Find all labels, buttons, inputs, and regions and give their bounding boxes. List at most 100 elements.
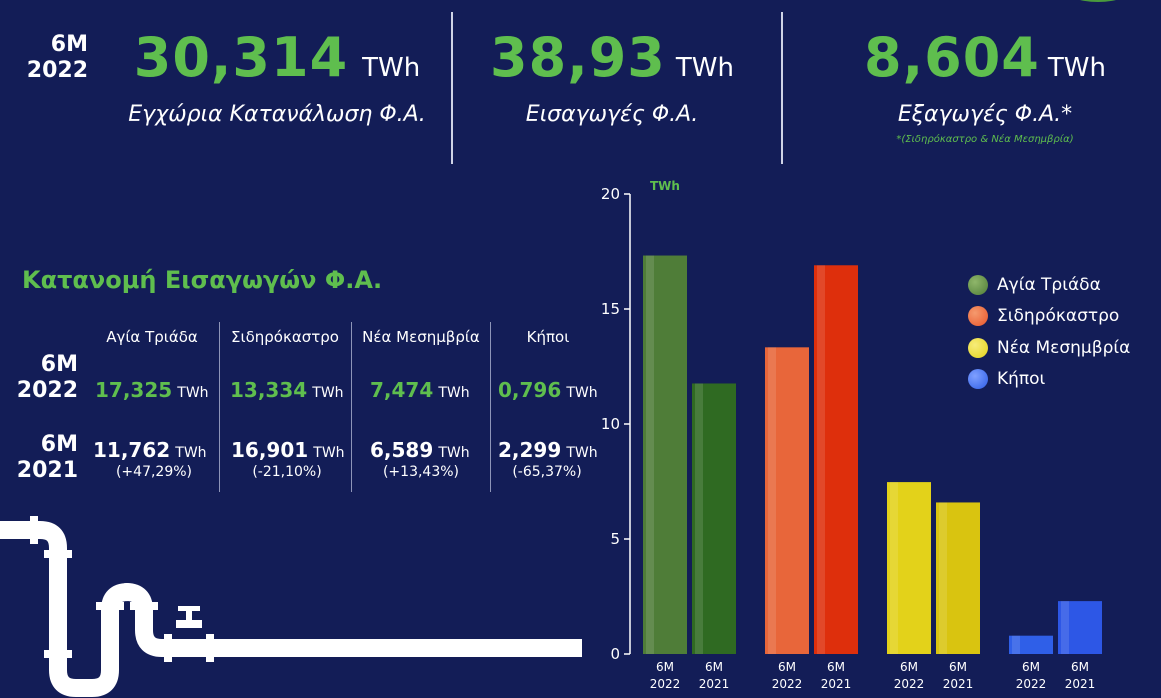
cell-value: 17,325 xyxy=(95,378,173,402)
bars xyxy=(643,255,1102,654)
kpi-exports-footnote: *(Σιδηρόκαστρο & Νέα Μεσημβρία) xyxy=(896,134,1074,145)
x-tick-label: 6M xyxy=(827,660,845,674)
bar xyxy=(1058,601,1102,654)
cell-unit: TWh xyxy=(566,385,598,401)
bar xyxy=(692,383,736,654)
x-tick-label: 2021 xyxy=(821,677,852,691)
cell-unit: TWh xyxy=(177,385,209,401)
kpi-consumption-value: 30,314 xyxy=(133,26,349,89)
row-label-2021: 6M 2021 xyxy=(14,432,78,484)
y-tick-label: 20 xyxy=(601,185,620,203)
legend-label: Σιδηρόκαστρο xyxy=(997,306,1120,326)
bar xyxy=(765,347,809,654)
kpi-imports-unit: TWh xyxy=(675,53,734,83)
kpi-divider xyxy=(451,12,453,164)
y-tick-label: 5 xyxy=(610,530,620,548)
bar-highlight xyxy=(890,482,898,654)
cell-value: 7,474 xyxy=(370,378,434,402)
cell-value: 6,589 xyxy=(370,438,434,462)
x-tick-label: 6M xyxy=(778,660,796,674)
x-tick-label: 2022 xyxy=(894,677,925,691)
cell-unit: TWh xyxy=(313,445,345,461)
x-tick-label: 6M xyxy=(900,660,918,674)
kpi-exports: 8,604 TWh Εξαγωγές Φ.Α.* *(Σιδηρόκαστρο … xyxy=(820,26,1150,146)
row-label-line1: 6M xyxy=(40,352,78,377)
x-tick-label: 2021 xyxy=(943,677,974,691)
cell-value: 13,334 xyxy=(230,378,308,402)
kpi-imports: 38,93 TWh Εισαγωγές Φ.Α. xyxy=(462,28,762,128)
kpi-consumption: 30,314 TWh Εγχώρια Κατανάλωση Φ.Α. xyxy=(112,28,442,128)
imports-bar-chart: 0 5 10 15 20 TWh 6M 2022 6M 2021 6M 2022 6M 2021 6M 2… xyxy=(601,179,1102,691)
cell-value: 16,901 xyxy=(231,438,309,462)
x-tick-label: 2021 xyxy=(1065,677,1096,691)
cell-unit: TWh xyxy=(175,445,207,461)
row-label-line1: 6M xyxy=(40,432,78,457)
table-cell: 11,762 TWh xyxy=(93,438,207,462)
bar xyxy=(814,265,858,654)
change-percent: (+13,43%) xyxy=(382,464,460,480)
chart-legend: Αγία Τριάδα Σιδηρόκαστρο Νέα Μεσημβρία Κ… xyxy=(968,274,1148,394)
legend-swatch xyxy=(968,338,988,358)
column-header-nea-mesimvria: Νέα Μεσημβρία xyxy=(362,328,480,346)
header-period-line2: 2022 xyxy=(26,58,88,83)
bar-highlight xyxy=(817,265,825,654)
bar xyxy=(936,502,980,654)
table-cell: 2,299 TWh xyxy=(498,438,598,462)
table-cell: 17,325 TWh xyxy=(95,378,209,402)
column-divider xyxy=(490,322,491,492)
table-cell: 0,796 TWh xyxy=(498,378,598,402)
column-header-kipoi: Κήποι xyxy=(526,328,570,346)
bar-highlight xyxy=(1012,635,1020,654)
column-header-sidirokastro: Σιδηρόκαστρο xyxy=(231,328,339,346)
logo-mark xyxy=(1062,0,1134,2)
y-tick-label: 10 xyxy=(601,415,620,433)
kpi-exports-value: 8,604 xyxy=(864,26,1040,89)
row-label-line2: 2022 xyxy=(16,378,78,403)
header-period: 6M 2022 xyxy=(20,32,88,84)
table-cell: 7,474 TWh xyxy=(370,378,470,402)
legend-label: Κήποι xyxy=(997,369,1046,389)
cell-value: 11,762 xyxy=(93,438,171,462)
column-divider xyxy=(351,322,352,492)
header-period-line1: 6M xyxy=(50,32,88,57)
kpi-imports-value: 38,93 xyxy=(490,26,666,89)
x-axis-labels: 6M 2022 6M 2021 6M 2022 6M 2021 6M 2022 6M 2021 6M 20… xyxy=(650,660,1096,691)
x-tick-label: 2022 xyxy=(772,677,803,691)
bar xyxy=(1009,635,1053,654)
cell-value: 0,796 xyxy=(498,378,562,402)
kpi-consumption-label: Εγχώρια Κατανάλωση Φ.Α. xyxy=(128,102,426,127)
legend-label: Νέα Μεσημβρία xyxy=(997,338,1131,358)
kpi-consumption-unit: TWh xyxy=(362,53,421,83)
imports-table-title: Κατανομή Εισαγωγών Φ.Α. xyxy=(22,266,383,294)
x-tick-label: 2022 xyxy=(1016,677,1047,691)
change-percent: (-21,10%) xyxy=(252,464,322,480)
table-cell: 16,901 TWh xyxy=(231,438,345,462)
y-axis-unit: TWh xyxy=(650,179,680,193)
cell-unit: TWh xyxy=(438,445,470,461)
y-tick-label: 15 xyxy=(601,300,620,318)
bar xyxy=(887,482,931,654)
kpi-divider xyxy=(781,12,783,164)
legend-swatch xyxy=(968,369,988,389)
kpi-exports-label: Εξαγωγές Φ.Α.* xyxy=(897,102,1073,127)
cell-unit: TWh xyxy=(566,445,598,461)
legend-swatch xyxy=(968,275,988,295)
bar-highlight xyxy=(1061,601,1069,654)
x-tick-label: 6M xyxy=(1071,660,1089,674)
bar-highlight xyxy=(939,502,947,654)
x-tick-label: 2021 xyxy=(699,677,730,691)
bar-highlight xyxy=(768,347,776,654)
bar-highlight xyxy=(646,255,654,654)
x-tick-label: 6M xyxy=(656,660,674,674)
bar-highlight xyxy=(695,383,703,654)
table-cell: 13,334 TWh xyxy=(230,378,344,402)
y-tick-label: 0 xyxy=(610,645,620,663)
cell-unit: TWh xyxy=(312,385,344,401)
legend-label: Αγία Τριάδα xyxy=(997,275,1101,295)
column-divider xyxy=(219,322,220,492)
x-tick-label: 6M xyxy=(705,660,723,674)
cell-unit: TWh xyxy=(438,385,470,401)
pipeline-illustration xyxy=(0,516,582,697)
bar xyxy=(643,255,687,654)
kpi-imports-label: Εισαγωγές Φ.Α. xyxy=(525,102,699,127)
